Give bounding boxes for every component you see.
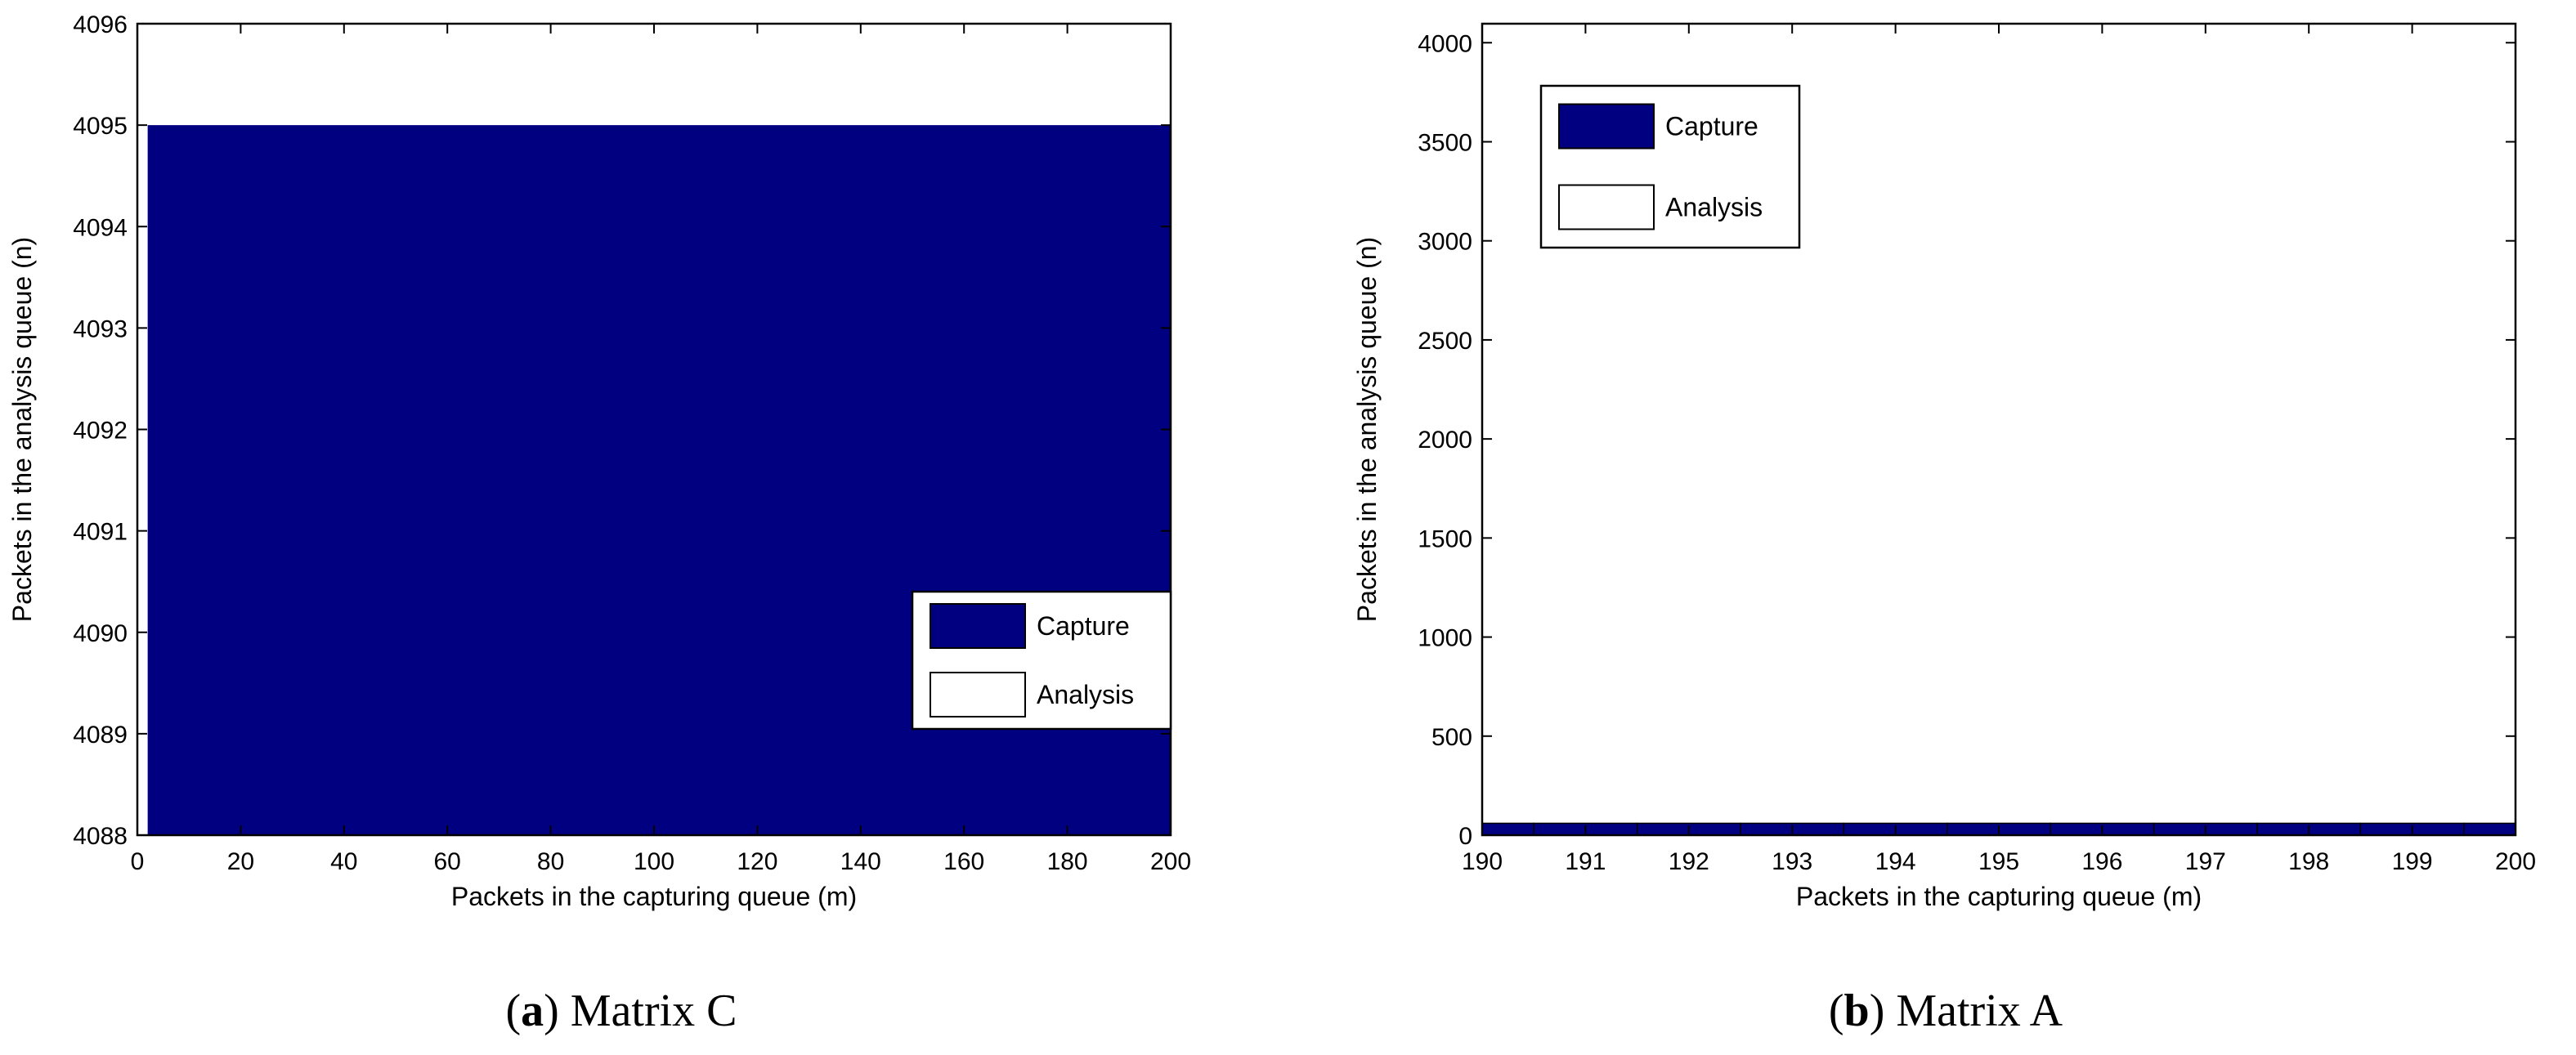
panel-a-y-tick-label: 4089	[73, 722, 128, 749]
panel-a-y-tick-label: 4091	[73, 519, 128, 546]
panel-b-caption-close-paren: )	[1870, 986, 1897, 1036]
panel-a-y-tick-label: 4092	[73, 418, 128, 445]
panel-a-legend-swatch-analysis	[930, 672, 1026, 717]
panel-a-y-tick-label: 4088	[73, 823, 128, 850]
panel-a-y-tick-label: 4093	[73, 315, 128, 342]
panel-b-y-tick-label: 2500	[1418, 328, 1472, 355]
panel-a-x-tick-label: 80	[537, 848, 564, 875]
panel-b-x-tick-label: 190	[1462, 848, 1503, 875]
panel-b-caption-open-paren: (	[1829, 986, 1844, 1036]
panel-b-legend-label-analysis: Analysis	[1665, 193, 1763, 222]
panel-a-x-tick-label: 160	[943, 848, 984, 875]
panel-a-x-tick-label: 140	[840, 848, 881, 875]
panel-a-caption-close-paren: )	[544, 986, 571, 1036]
panel-matrix-a: 190 191 192 193 194 195 196 197 198 199 2000500100…	[1352, 22, 2536, 1036]
panel-a-x-axis-label: Packets in the capturing queue (m)	[451, 882, 857, 911]
panel-b-y-tick-label: 1500	[1418, 525, 1472, 552]
panel-b-x-tick-label: 199	[2392, 848, 2433, 875]
panel-b-caption-letter: b	[1844, 986, 1870, 1036]
panel-a-x-tick-label: 180	[1047, 848, 1088, 875]
panel-b-y-tick-label: 3000	[1418, 229, 1472, 256]
panel-b-x-tick-label: 198	[2288, 848, 2329, 875]
panel-matrix-c: 0 20 40 60 80 100 120 140 160 180 200 4088 4089 4090 4…	[7, 11, 1191, 1036]
panel-a-ticks: 0 20 40 60 80 100 120 140 160 180 200 4088 4089 4090 4…	[73, 11, 1191, 875]
panel-a-legend: Capture Analysis	[911, 590, 1172, 731]
panel-a-x-tick-label: 20	[227, 848, 254, 875]
panel-b-y-tick-label: 1000	[1418, 625, 1472, 652]
panel-a-legend-swatch-capture	[930, 603, 1026, 649]
panel-b-ticks: 190 191 192 193 194 195 196 197 198 199 2000500100…	[1418, 24, 2536, 875]
panel-a-x-tick-label: 120	[737, 848, 777, 875]
panel-b-legend: Capture Analysis	[1539, 84, 1801, 249]
panel-b-y-tick-label: 3500	[1418, 129, 1472, 156]
panel-a-y-tick-label: 4095	[73, 113, 128, 140]
panel-b-x-tick-label: 192	[1669, 848, 1709, 875]
panel-b-x-tick-label: 194	[1875, 848, 1916, 875]
panel-a-x-tick-label: 100	[634, 848, 674, 875]
panel-a-y-tick-label: 4090	[73, 620, 128, 647]
panel-b-legend-label-capture: Capture	[1665, 112, 1758, 141]
panel-a-y-tick-label: 4096	[73, 11, 128, 38]
panel-a-y-axis-label: Packets in the analysis queue (n)	[7, 237, 37, 622]
panel-a-legend-label-analysis: Analysis	[1037, 680, 1134, 709]
panel-a-legend-label-capture: Capture	[1037, 611, 1130, 641]
panel-b-capture-bar	[1481, 822, 1534, 836]
panel-a-x-tick-label: 40	[330, 848, 357, 875]
panel-b-x-tick-label: 195	[1978, 848, 2019, 875]
panel-b-y-tick-label: 500	[1431, 724, 1472, 751]
panel-a-axes-frame	[136, 22, 1172, 837]
panel-b-x-tick-label: 193	[1772, 848, 1812, 875]
panel-a-caption: (a) Matrix C	[505, 986, 737, 1036]
panel-b-y-tick-label: 0	[1458, 823, 1472, 850]
panel-b-x-axis-label: Packets in the capturing queue (m)	[1796, 882, 2202, 911]
panel-a-caption-text: Matrix C	[571, 986, 737, 1036]
panel-b-y-axis-label: Packets in the analysis queue (n)	[1352, 237, 1382, 622]
panel-a-x-tick-label: 0	[131, 848, 145, 875]
panel-a-x-tick-label: 60	[434, 848, 461, 875]
panel-b-legend-swatch-analysis	[1558, 184, 1655, 230]
panel-b-x-tick-label: 200	[2495, 848, 2536, 875]
panel-b-legend-swatch-capture	[1558, 103, 1655, 150]
panel-a-caption-open-paren: (	[505, 986, 521, 1036]
panel-b-y-tick-label: 2000	[1418, 427, 1472, 454]
panel-b-caption-text: Matrix A	[1896, 986, 2063, 1036]
panel-b-x-tick-label: 196	[2081, 848, 2122, 875]
panel-b-x-tick-label: 191	[1565, 848, 1606, 875]
panel-b-y-tick-label: 4000	[1418, 30, 1472, 57]
panel-b-x-tick-label: 197	[2185, 848, 2226, 875]
panel-a-x-tick-label: 200	[1150, 848, 1191, 875]
panel-b-capture-bar	[2463, 822, 2516, 836]
panel-b-axes-frame	[1481, 22, 2517, 837]
panel-a-y-tick-label: 4094	[73, 214, 128, 241]
panel-a-caption-letter: a	[521, 986, 544, 1036]
panel-b-caption: (b) Matrix A	[1829, 986, 2063, 1036]
